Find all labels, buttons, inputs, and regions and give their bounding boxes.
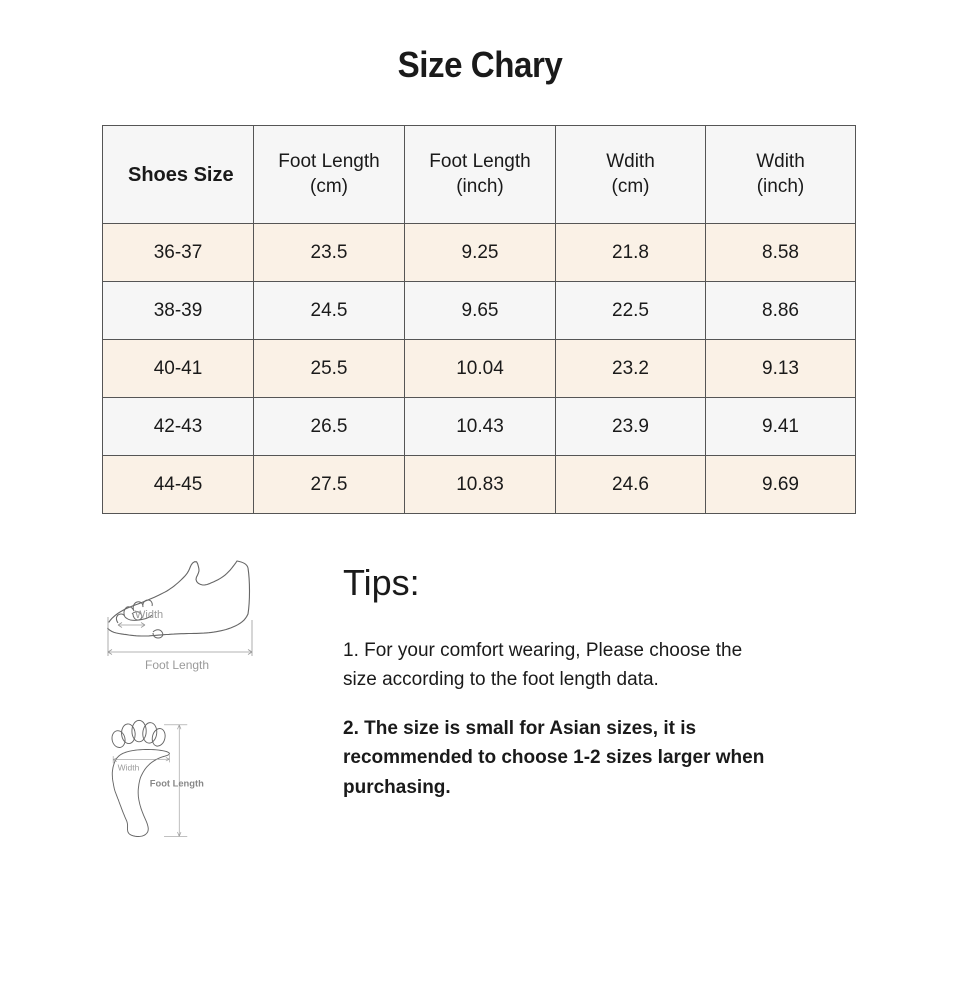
svg-text:Width: Width — [135, 609, 163, 621]
svg-text:Foot Length: Foot Length — [145, 658, 209, 672]
svg-text:Width: Width — [118, 762, 140, 772]
svg-text:Foot Length: Foot Length — [150, 778, 204, 788]
